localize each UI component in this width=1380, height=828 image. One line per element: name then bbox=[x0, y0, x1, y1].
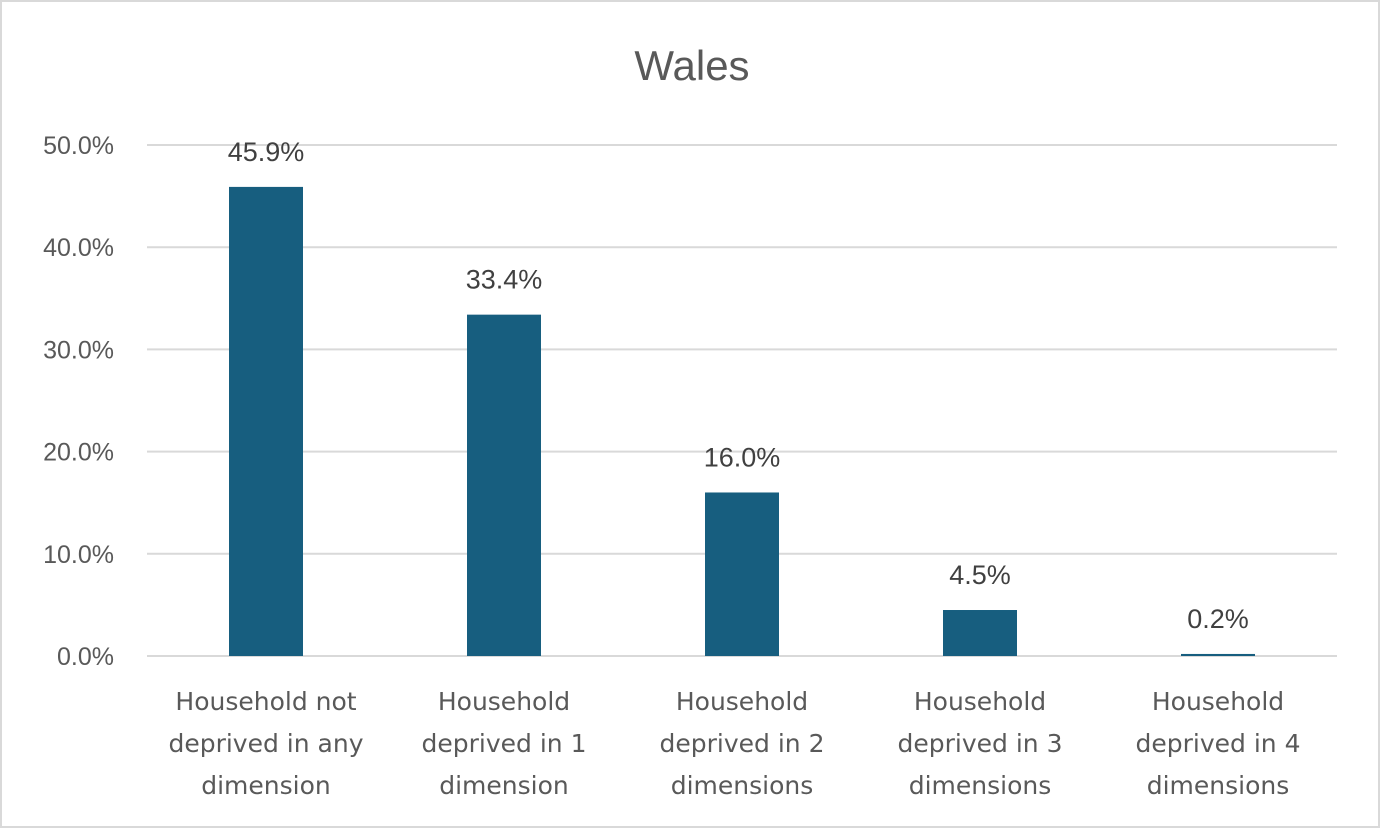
data-labels: 45.9% 33.4% 16.0% 4.5% 0.2% bbox=[228, 137, 1249, 634]
category-label-line: deprived in 1 bbox=[422, 729, 587, 758]
category-label: Household deprived in 3 dimensions bbox=[898, 687, 1063, 800]
category-label: Household deprived in 2 dimensions bbox=[660, 687, 825, 800]
bar bbox=[467, 314, 541, 656]
category-label: Household deprived in 4 dimensions bbox=[1136, 687, 1301, 800]
y-tick-label: 50.0% bbox=[43, 132, 114, 160]
bars bbox=[229, 186, 1255, 657]
bar bbox=[1181, 653, 1255, 656]
y-tick-label: 20.0% bbox=[43, 439, 114, 467]
category-label: Household not deprived in any dimension bbox=[168, 687, 363, 800]
y-tick-label: 10.0% bbox=[43, 541, 114, 569]
data-label: 0.2% bbox=[1187, 604, 1249, 634]
category-label: Household deprived in 1 dimension bbox=[422, 687, 587, 800]
category-label-line: deprived in 2 bbox=[660, 729, 825, 758]
category-label-line: Household bbox=[914, 687, 1046, 716]
category-label-line: dimensions bbox=[909, 771, 1052, 800]
category-label-line: deprived in 4 bbox=[1136, 729, 1301, 758]
category-labels: Household not deprived in any dimensionHou… bbox=[168, 687, 1300, 800]
category-label-line: Household bbox=[676, 687, 808, 716]
chart-title: Wales bbox=[634, 42, 749, 89]
data-label: 33.4% bbox=[466, 265, 543, 295]
bar bbox=[229, 186, 303, 657]
y-axis-ticks: 0.0% 10.0% 20.0% 30.0% 40.0% 50.0% bbox=[43, 132, 114, 671]
bar bbox=[705, 492, 779, 656]
category-label-line: dimension bbox=[201, 771, 331, 800]
category-label-line: deprived in any bbox=[168, 729, 363, 758]
category-label-line: Household bbox=[1152, 687, 1284, 716]
bar bbox=[943, 610, 1017, 656]
category-label-line: Household not bbox=[175, 687, 356, 716]
data-label: 16.0% bbox=[704, 442, 781, 472]
category-label-line: dimensions bbox=[671, 771, 814, 800]
y-tick-label: 40.0% bbox=[43, 234, 114, 262]
category-label-line: dimensions bbox=[1147, 771, 1290, 800]
y-tick-label: 0.0% bbox=[57, 643, 114, 671]
y-tick-label: 30.0% bbox=[43, 336, 114, 364]
data-label: 45.9% bbox=[228, 137, 305, 167]
category-label-line: Household bbox=[438, 687, 570, 716]
category-label-line: deprived in 3 bbox=[898, 729, 1063, 758]
category-label-line: dimension bbox=[439, 771, 569, 800]
data-label: 4.5% bbox=[949, 560, 1011, 590]
gridlines bbox=[147, 144, 1337, 657]
